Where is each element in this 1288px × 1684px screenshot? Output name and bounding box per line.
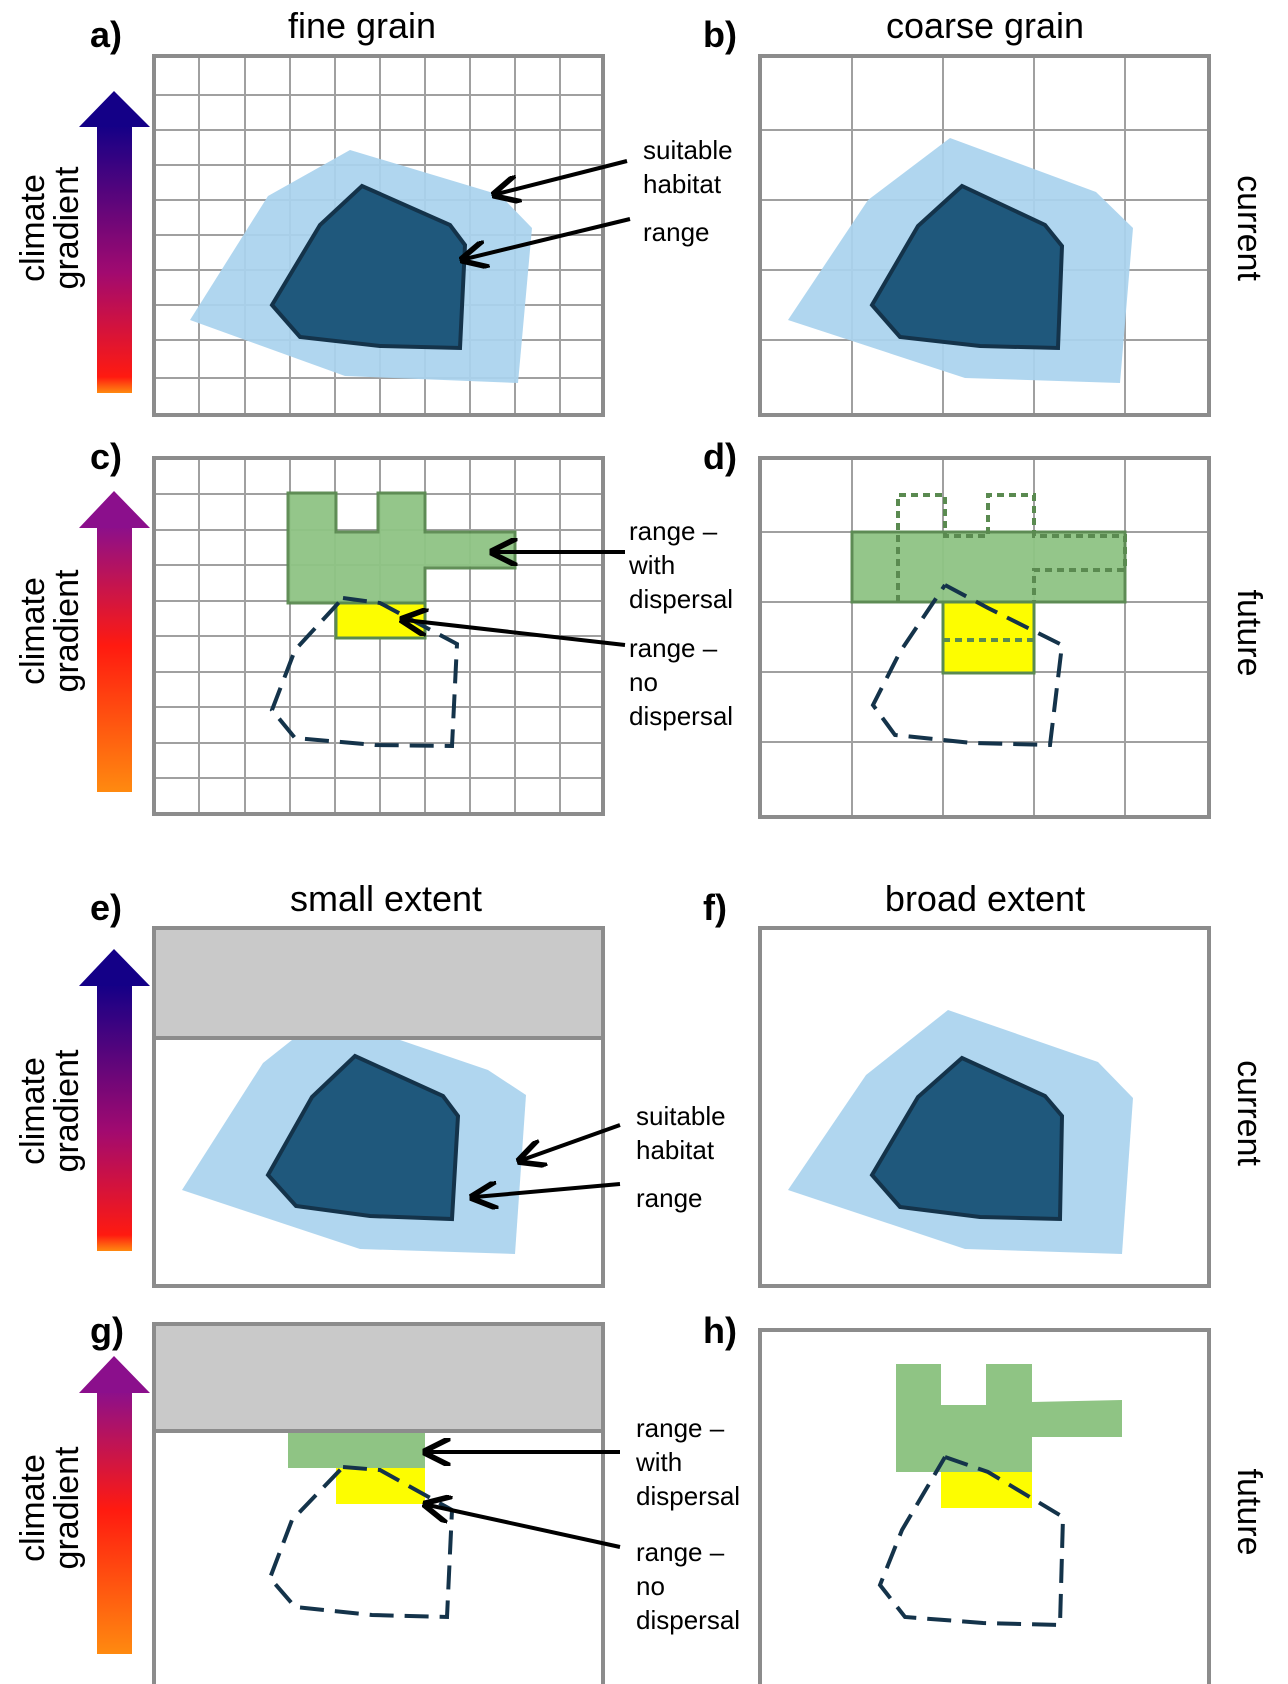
label-range-e: range — [636, 1183, 703, 1213]
label-range-with-dispersal-g: range – with dispersal — [635, 1413, 740, 1511]
arrow-suitable-habitat-e — [522, 1123, 621, 1160]
panel-d — [758, 456, 1211, 819]
title-broad-extent: broad extent — [885, 878, 1085, 919]
arrow-range-e — [475, 1184, 621, 1197]
arrow-range-no-dispersal-c — [405, 620, 626, 647]
panel-frame-g — [152, 1322, 605, 1684]
annotation-arrows — [405, 159, 631, 1549]
panel-frame-b — [758, 54, 1211, 417]
range-e — [265, 1053, 461, 1222]
panel-g — [152, 1322, 605, 1684]
panel-letter-c: c) — [90, 436, 122, 477]
label-suitable-habitat-e: suitable habitat — [636, 1101, 726, 1165]
title-coarse-grain: coarse grain — [886, 5, 1084, 46]
panel-frame-a — [152, 54, 605, 417]
panel-letter-h: h) — [703, 1310, 737, 1351]
range-no-dispersal-d — [941, 600, 1036, 675]
arrow-range-a — [465, 217, 631, 259]
former-range-outline-g — [267, 1465, 455, 1620]
axis-title-a: climategradient — [14, 166, 86, 289]
panel-h — [758, 1328, 1211, 1684]
panel-frame-d — [758, 456, 1211, 819]
panel-frame-h — [758, 1328, 1211, 1684]
label-range-with-dispersal-c: range – with dispersal — [628, 516, 733, 614]
panel-frame-f — [758, 926, 1211, 1288]
former-range-outline-d — [870, 583, 1065, 748]
arrow-suitable-habitat-a — [497, 159, 628, 194]
label-range-no-dispersal-g: range – no dispersal — [636, 1537, 740, 1635]
row-label-future-top: future — [1230, 590, 1268, 677]
panel-a — [152, 54, 605, 417]
row-label-future-bottom: future — [1230, 1469, 1268, 1556]
panel-letter-b: b) — [703, 14, 737, 55]
range-f — [869, 1055, 1065, 1222]
axis-title-e: climategradient — [14, 1049, 86, 1172]
former-range-outline-h — [877, 1455, 1066, 1628]
panel-letter-a: a) — [90, 14, 122, 55]
range-with-dispersal-g — [288, 1433, 425, 1468]
label-range-a: range — [643, 217, 710, 247]
excluded-area-g — [154, 1324, 603, 1431]
panel-frame-e — [152, 926, 605, 1288]
gradient-arrow-g — [79, 1356, 150, 1654]
fine-grain-outline-d — [896, 493, 1127, 642]
gradient-arrow-e — [79, 949, 150, 1251]
label-range-no-dispersal-c: range – no dispersal — [629, 633, 733, 731]
range-b — [869, 183, 1065, 351]
panel-letter-e: e) — [90, 887, 122, 928]
title-small-extent: small extent — [290, 878, 482, 919]
label-suitable-habitat-a: suitable habitat — [643, 135, 733, 199]
panel-e — [152, 926, 605, 1288]
panel-letter-f: f) — [703, 887, 727, 928]
panel-f — [758, 926, 1211, 1288]
row-label-current-bottom: current — [1230, 1060, 1268, 1166]
arrow-range-no-dispersal-g — [428, 1505, 621, 1549]
row-label-current-top: current — [1230, 175, 1268, 281]
range-with-dispersal-d — [850, 530, 1127, 604]
title-fine-grain: fine grain — [288, 5, 436, 46]
gradient-arrow-c — [79, 491, 150, 792]
axis-title-c: climategradient — [14, 569, 86, 692]
former-range-outline-c — [269, 596, 460, 749]
panel-frame-c — [152, 456, 605, 816]
range-with-dispersal-h — [896, 1364, 1122, 1472]
panel-letter-g: g) — [90, 1310, 124, 1351]
axis-title-g: climategradient — [14, 1446, 86, 1569]
excluded-area-e — [154, 928, 603, 1038]
panel-b — [758, 54, 1211, 417]
panel-letter-d: d) — [703, 436, 737, 477]
gradient-arrow-a — [79, 91, 150, 393]
